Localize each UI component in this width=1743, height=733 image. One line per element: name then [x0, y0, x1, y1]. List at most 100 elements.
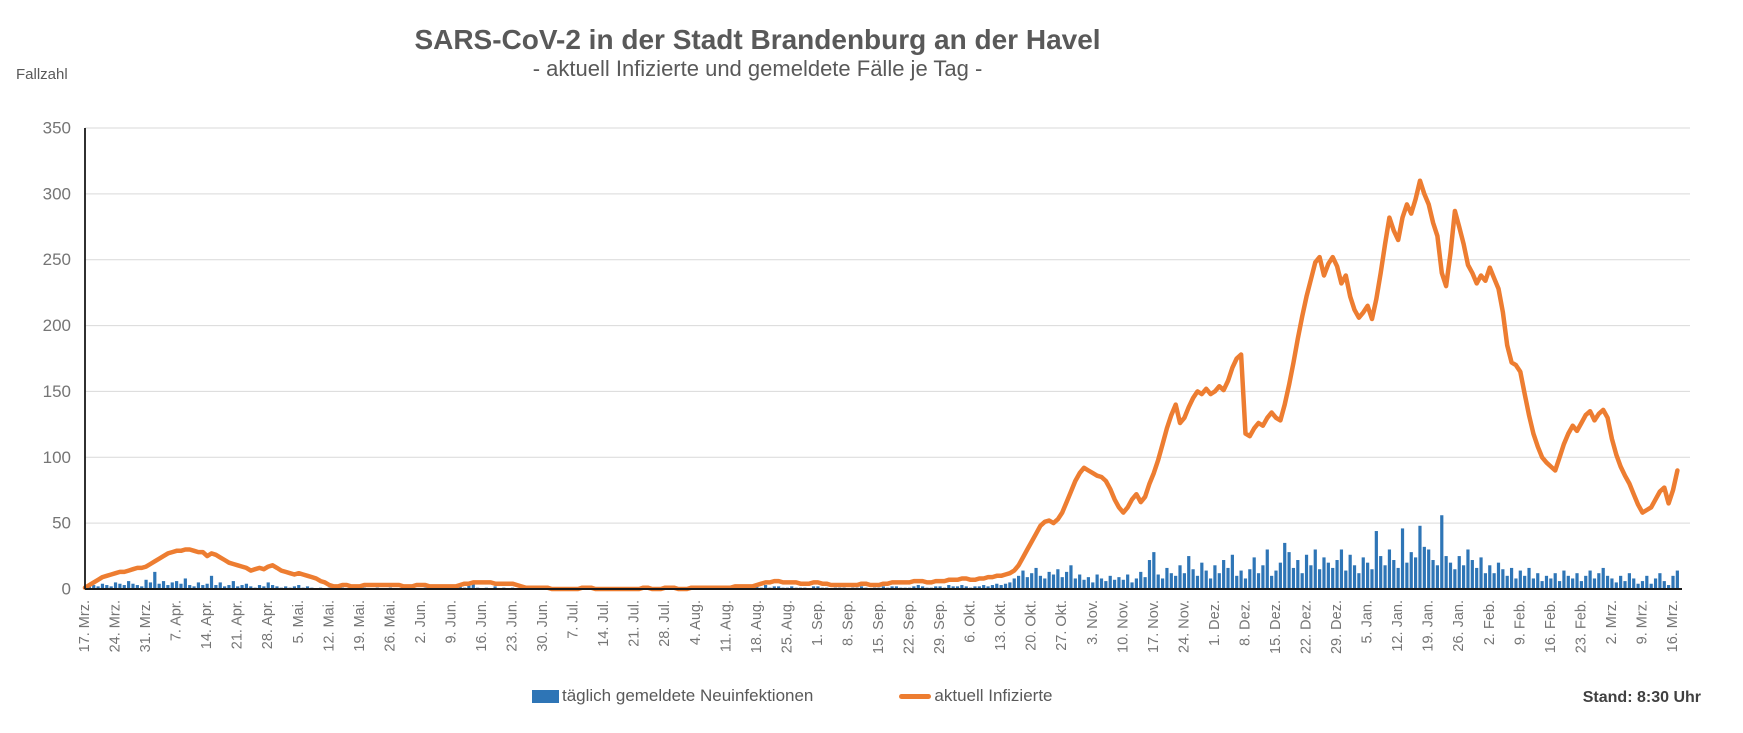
x-tick-label: 12. Jan.: [1390, 600, 1406, 652]
new-infections-bar: [214, 585, 218, 589]
new-infections-bar: [231, 581, 235, 589]
new-infections-bar: [1270, 575, 1274, 589]
new-infections-bar: [1239, 570, 1243, 589]
new-infections-bar: [1047, 571, 1051, 589]
y-tick-label: 150: [43, 382, 71, 401]
new-infections-bar: [1104, 581, 1108, 589]
new-infections-bar: [1130, 582, 1134, 589]
new-infections-bar: [1051, 574, 1056, 589]
new-infections-bar: [144, 579, 148, 589]
new-infections-bar: [1056, 569, 1060, 589]
new-infections-bar: [1414, 557, 1418, 589]
new-infections-bar: [1204, 570, 1208, 589]
x-tick-label: 22. Dez.: [1299, 600, 1315, 654]
new-infections-bar: [964, 586, 968, 589]
new-infections-bar: [1095, 574, 1099, 589]
new-infections-bar: [1169, 573, 1173, 589]
new-infections-bar: [218, 582, 222, 589]
new-infections-bar: [1191, 569, 1195, 589]
y-tick-label: 350: [43, 119, 71, 138]
new-infections-bar: [1448, 562, 1453, 589]
new-infections-bar: [1187, 556, 1191, 589]
new-infections-bar: [986, 586, 990, 589]
new-infections-bar: [166, 585, 170, 589]
x-tick-label: 16. Feb.: [1543, 600, 1559, 653]
new-infections-bar: [1156, 574, 1160, 589]
new-infections-bar: [1078, 574, 1082, 589]
x-tick-label: 2. Jun.: [413, 600, 429, 644]
new-infections-bar: [1147, 560, 1152, 589]
new-infections-bar: [1392, 560, 1396, 589]
new-infections-bar: [153, 571, 157, 589]
new-infections-bar: [1030, 573, 1034, 589]
new-infections-bar: [1274, 570, 1278, 589]
new-infections-bar: [1553, 573, 1557, 589]
new-infections-bar: [1527, 567, 1531, 589]
currently-infected-line: [82, 178, 1680, 592]
new-infections-bar: [1326, 562, 1330, 589]
y-axis-title: Fallzahl: [16, 66, 68, 83]
y-tick-label: 0: [62, 580, 71, 599]
x-tick-label: 21. Jul.: [627, 600, 643, 647]
new-infections-bar: [763, 585, 768, 589]
new-infections-bar: [1492, 573, 1496, 589]
new-infections-bar: [1318, 569, 1322, 589]
x-tick-label: 3. Nov.: [1085, 600, 1101, 645]
new-infections-bar: [1126, 574, 1130, 589]
x-tick-label: 9. Jun.: [443, 600, 459, 644]
new-infections-bar: [1017, 575, 1021, 589]
x-tick-label: 15. Sep.: [871, 600, 887, 654]
x-tick-label: 4. Aug.: [688, 600, 704, 645]
new-infections-bar: [1008, 582, 1012, 589]
new-infections-bar: [1357, 573, 1361, 589]
new-infections-bar: [179, 583, 183, 589]
new-infections-bar: [1632, 578, 1636, 589]
new-infections-bar: [170, 582, 174, 589]
new-infections-bar: [1435, 565, 1440, 589]
new-infections-bar: [1461, 565, 1466, 589]
new-infections-bar: [1601, 567, 1605, 589]
new-infections-bar: [183, 578, 187, 589]
new-infections-bar: [1195, 575, 1200, 589]
x-tick-label: 1. Sep.: [810, 600, 826, 646]
y-tick-label: 300: [43, 184, 71, 203]
chart-header: SARS-CoV-2 in der Stadt Brandenburg an d…: [0, 24, 1515, 83]
x-tick-label: 5. Mai.: [291, 600, 307, 644]
x-tick-label: 2. Mrz.: [1604, 600, 1620, 644]
x-tick-label: 17. Mrz.: [77, 600, 93, 652]
new-infections-bar: [175, 581, 179, 589]
new-infections-bar: [1479, 557, 1483, 589]
new-infections-bar: [1291, 567, 1296, 589]
x-tick-label: 23. Feb.: [1573, 600, 1589, 653]
new-infections-bar: [1531, 578, 1535, 589]
new-infections-bar: [934, 586, 938, 589]
new-infections-bar: [1374, 531, 1378, 589]
x-tick-label: 26. Jan.: [1451, 600, 1467, 652]
new-infections-bar: [977, 586, 981, 589]
new-infections-bar: [1457, 556, 1461, 589]
new-infections-bar: [161, 581, 166, 589]
new-infections-bar: [1322, 557, 1326, 589]
new-infections-bar: [1619, 575, 1623, 589]
new-infections-bar: [135, 585, 139, 589]
new-infections-bar: [1344, 570, 1348, 589]
x-tick-label: 18. Aug.: [749, 600, 765, 653]
new-infections-bar: [772, 586, 776, 589]
new-infections-bar: [1653, 578, 1658, 589]
new-infections-bar: [1287, 552, 1291, 589]
legend-item-neuinfektionen: täglich gemeldete Neuinfektionen: [532, 686, 813, 706]
new-infections-bar: [1453, 569, 1457, 589]
new-infections-bar: [1143, 577, 1147, 589]
x-tick-label: 6. Okt.: [963, 600, 979, 643]
new-infections-bar: [1614, 582, 1618, 589]
x-tick-label: 8. Dez.: [1237, 600, 1253, 646]
new-infections-bar: [1261, 565, 1265, 589]
new-infections-bar: [266, 582, 270, 589]
new-infections-bar: [244, 583, 249, 589]
new-infections-bar: [188, 585, 192, 589]
new-infections-bar: [205, 583, 209, 589]
new-infections-bar: [87, 586, 91, 589]
new-infections-bar: [196, 582, 201, 589]
new-infections-bar: [982, 585, 986, 589]
new-infections-bar: [240, 585, 244, 589]
